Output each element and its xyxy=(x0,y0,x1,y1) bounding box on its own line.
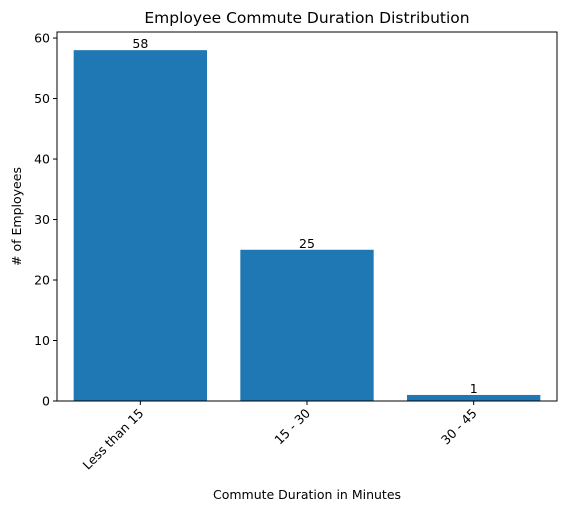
y-tick-label: 30 xyxy=(34,212,50,227)
y-tick-label: 10 xyxy=(34,333,50,348)
data-label: 1 xyxy=(470,381,478,396)
y-tick-label: 40 xyxy=(34,152,50,167)
bar xyxy=(73,50,207,402)
y-tick-label: 50 xyxy=(34,91,50,106)
x-axis-label: Commute Duration in Minutes xyxy=(213,487,401,502)
x-tick-label: Less than 15 xyxy=(79,406,146,473)
bar xyxy=(240,249,374,401)
y-tick-label: 20 xyxy=(34,273,50,288)
chart-title: Employee Commute Duration Distribution xyxy=(144,9,469,27)
x-tick-label: 30 - 45 xyxy=(438,406,480,448)
data-label: 25 xyxy=(299,236,315,251)
y-axis-label: # of Employees xyxy=(9,167,24,266)
x-tick-label: 15 - 30 xyxy=(271,405,313,447)
y-tick-label: 60 xyxy=(34,31,50,46)
plot-area: 58 Less than 15 25 15 - 30 1 30 - 45 0 10 20 30 40… xyxy=(34,31,558,473)
bar xyxy=(407,394,541,401)
data-label: 58 xyxy=(132,36,148,51)
y-tick-label: 0 xyxy=(42,394,50,409)
plot-frame xyxy=(56,31,558,402)
